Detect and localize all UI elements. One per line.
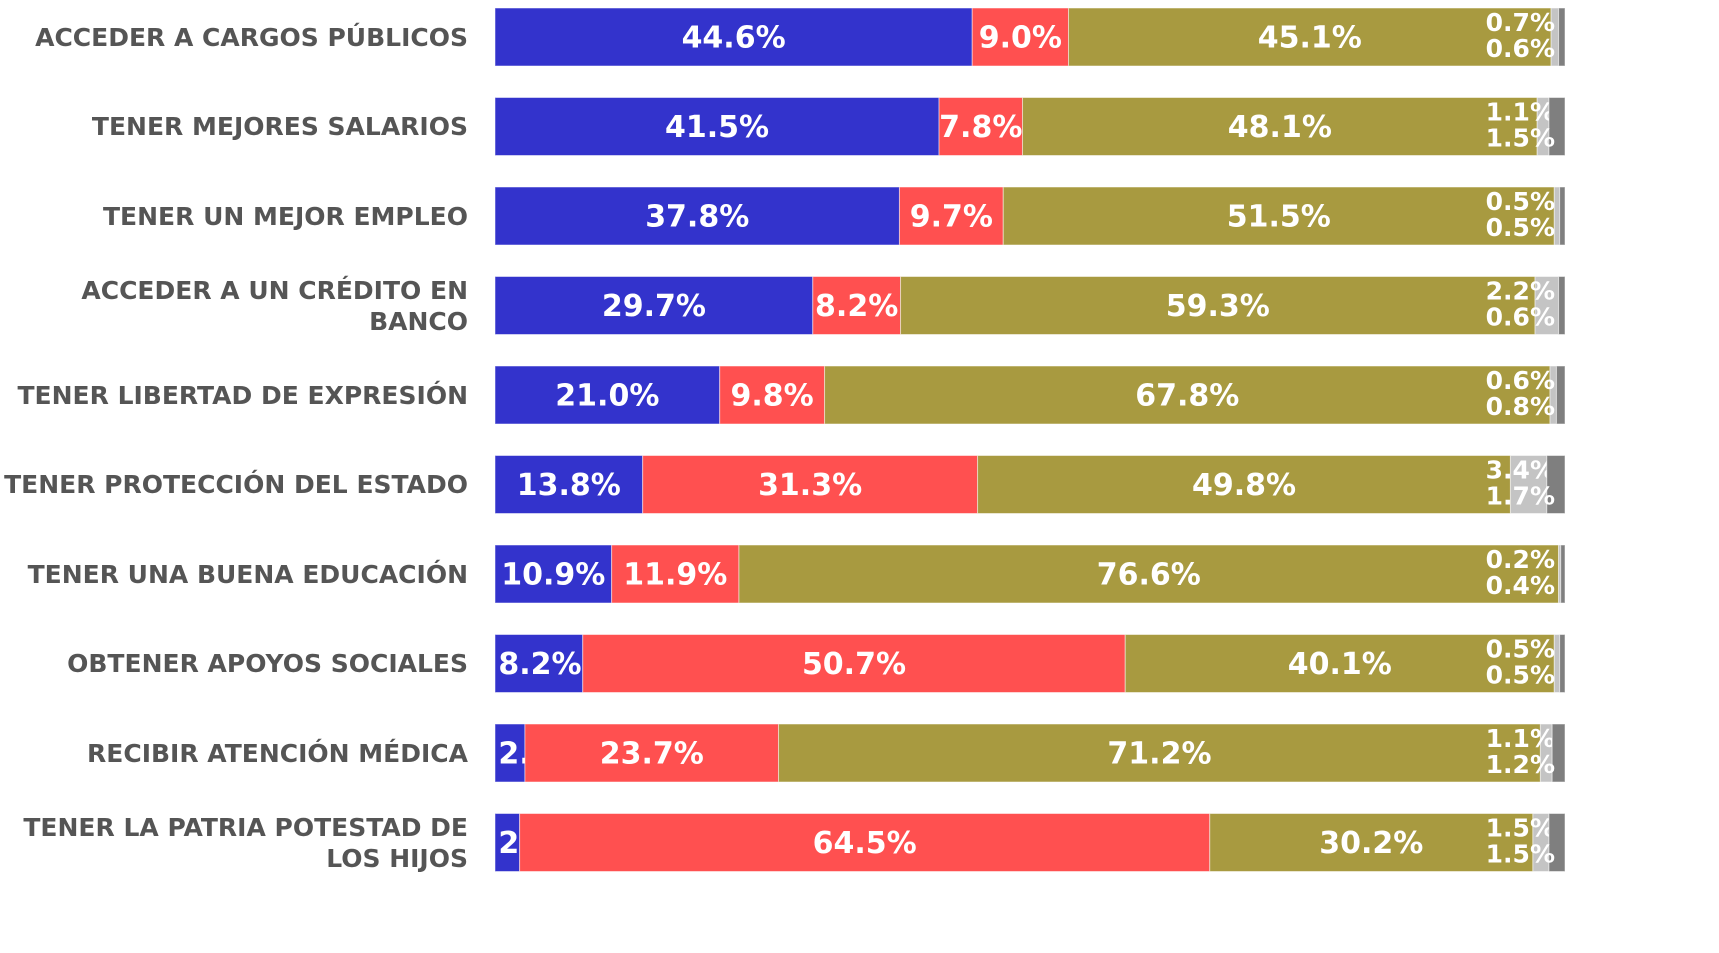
value-label: 30.2%: [1319, 826, 1423, 861]
bar-segment: [494, 544, 613, 604]
bar-segment: [582, 634, 1126, 693]
value-label: 10.9%: [501, 558, 605, 593]
bar-segment: [1509, 455, 1548, 514]
value-label: 0.6%: [1486, 34, 1555, 63]
value-label: 9.8%: [731, 379, 814, 414]
bar-segment: [1068, 7, 1552, 67]
bar-segment: [1558, 7, 1566, 67]
value-label: 76.6%: [1097, 558, 1201, 593]
value-label: 0.5%: [1486, 213, 1555, 242]
value-label: 2.2%: [1486, 277, 1555, 306]
bar-segment: [812, 276, 902, 335]
value-label: 1.1%: [1486, 98, 1555, 127]
bar-segment: [1124, 634, 1555, 693]
bar-segment: [519, 813, 1211, 872]
value-label: 7.8%: [939, 110, 1022, 145]
value-label: 64.5%: [813, 826, 917, 861]
category-label: OBTENER APOYOS SOCIALES: [67, 649, 468, 678]
value-label: 0.8%: [1486, 392, 1555, 421]
bar-segment: [738, 544, 1560, 604]
value-label: 45.1%: [1258, 21, 1362, 56]
value-label: 23.7%: [600, 737, 704, 772]
value-label: 0.4%: [1486, 571, 1555, 600]
value-label: 21.0%: [555, 379, 659, 414]
value-label: 37.8%: [645, 200, 749, 235]
category-label: TENER LIBERTAD DE EXPRESIÓN: [17, 380, 468, 410]
bar-segment: [1546, 455, 1566, 514]
category-label: TENER UNA BUENA EDUCACIÓN: [27, 559, 468, 589]
bar-segment: [977, 455, 1511, 514]
category-label: ACCEDER A CARGOS PÚBLICOS: [35, 22, 468, 52]
bar-segment: [971, 7, 1070, 67]
bar-segment: [494, 723, 526, 783]
value-label: 1.5%: [1486, 124, 1555, 153]
value-label: 31.3%: [758, 468, 862, 503]
value-label: 71.2%: [1107, 737, 1211, 772]
bar-segment: [1553, 634, 1561, 693]
bar-segment: [1555, 365, 1566, 425]
bar-segment: [494, 7, 973, 67]
category-label: ACCEDER A UN CRÉDITO EN BANCO: [81, 275, 468, 336]
value-label: 1.2%: [1486, 750, 1555, 779]
value-label: 41.5%: [665, 110, 769, 145]
value-label: 67.8%: [1135, 379, 1239, 414]
bar-segment: [898, 186, 1004, 246]
value-label: 0.5%: [1486, 187, 1555, 216]
category-label: TENER UN MEJOR EMPLEO: [102, 201, 468, 231]
bar-segment: [1022, 97, 1538, 156]
value-label: 49.8%: [1192, 468, 1296, 503]
bar-segment: [494, 97, 940, 156]
value-label: 1.5%: [1486, 840, 1555, 869]
value-label: 1.7%: [1486, 482, 1555, 511]
bar-segment: [719, 365, 826, 425]
bar-segment: [900, 276, 1536, 335]
value-label: 1.1%: [1486, 724, 1555, 753]
bar-segment: [1559, 186, 1566, 246]
value-label: 11.9%: [623, 558, 727, 593]
bar-segment: [1548, 97, 1566, 156]
value-label: 9.7%: [910, 200, 993, 235]
bar-segment: [494, 634, 584, 693]
bar-segment: [1560, 544, 1566, 604]
value-label: 59.3%: [1166, 289, 1270, 324]
category-label: RECIBIR ATENCIÓN MÉDICA: [87, 738, 468, 768]
value-label: 0.5%: [1486, 661, 1555, 690]
value-label: 3.4%: [1486, 456, 1555, 485]
value-label: 48.1%: [1228, 110, 1332, 145]
bar-segment: [1558, 276, 1566, 335]
value-label: 40.1%: [1288, 647, 1392, 682]
bar-segment: [938, 97, 1024, 156]
value-label: 0.6%: [1486, 366, 1555, 395]
bar-segment: [1553, 186, 1561, 246]
category-label: TENER PROTECCIÓN DEL ESTADO: [4, 470, 468, 499]
bar-segment: [642, 455, 979, 514]
bar-segment: [1559, 634, 1566, 693]
value-label: 0.5%: [1486, 635, 1555, 664]
value-label: 8.2%: [815, 289, 898, 324]
bar-segment: [778, 723, 1541, 783]
bar-segment: [494, 186, 900, 246]
value-label: 29.7%: [602, 289, 706, 324]
value-label: 44.6%: [682, 21, 786, 56]
value-label: 1.5%: [1486, 814, 1555, 843]
category-label: TENER MEJORES SALARIOS: [91, 112, 468, 141]
value-label: 51.5%: [1227, 200, 1331, 235]
bar-segment: [1002, 186, 1555, 246]
category-label: TENER LA PATRIA POTESTAD DE LOS HIJOS: [23, 812, 468, 873]
value-label: 50.7%: [802, 647, 906, 682]
bar-segment: [494, 276, 814, 335]
value-label: 9.0%: [979, 21, 1062, 56]
value-label: 0.2%: [1486, 545, 1555, 574]
bar-segment: [1548, 813, 1566, 872]
bar-segment: [494, 365, 721, 425]
value-label: 0.6%: [1486, 303, 1555, 332]
value-label: 8.2%: [498, 647, 581, 682]
value-label: 13.8%: [517, 468, 621, 503]
value-label: 0.7%: [1486, 8, 1555, 37]
bar-segment: [1551, 723, 1566, 783]
bar-segment: [494, 455, 644, 514]
bar-segment: [611, 544, 740, 604]
